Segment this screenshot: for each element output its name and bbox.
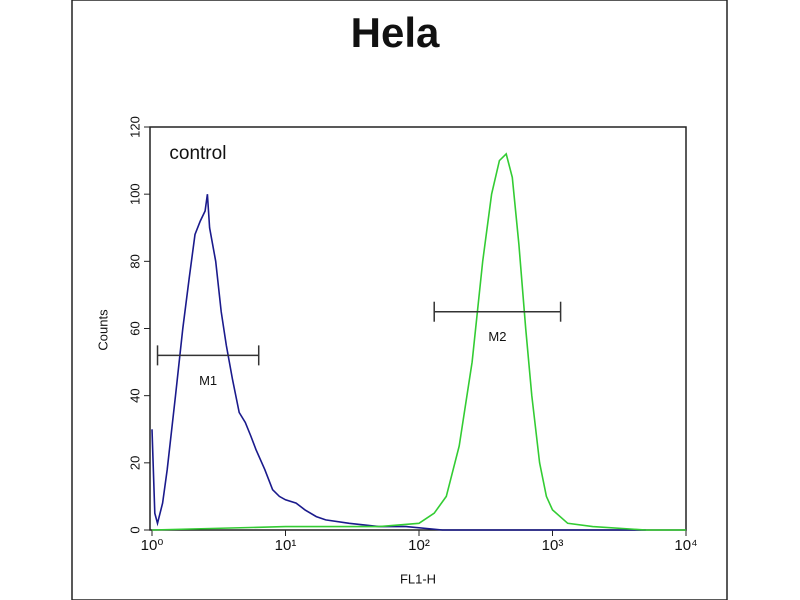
x-tick-label: 10⁴ [674,537,697,554]
y-tick-label: 120 [127,116,142,138]
marker-label: M2 [488,329,506,344]
x-tick-label: 10³ [542,537,564,554]
y-tick-label: 0 [127,526,142,533]
y-tick-label: 20 [127,456,142,470]
y-tick-label: 80 [127,254,142,268]
series-line [151,194,646,531]
marker-label: M1 [199,373,217,388]
frame [71,0,728,600]
y-axis-label: Counts [95,309,110,351]
x-tick-label: 10¹ [275,537,297,554]
y-tick-label: 60 [127,321,142,335]
x-tick-label: 10⁰ [141,537,164,554]
chart-title: Hela [351,9,440,56]
x-tick-label: 10² [408,537,430,554]
x-axis-label: FL1-H [400,571,436,586]
series-label: control [169,143,226,164]
y-tick-label: 100 [127,183,142,205]
y-tick-label: 40 [127,388,142,402]
series-line [151,152,686,531]
